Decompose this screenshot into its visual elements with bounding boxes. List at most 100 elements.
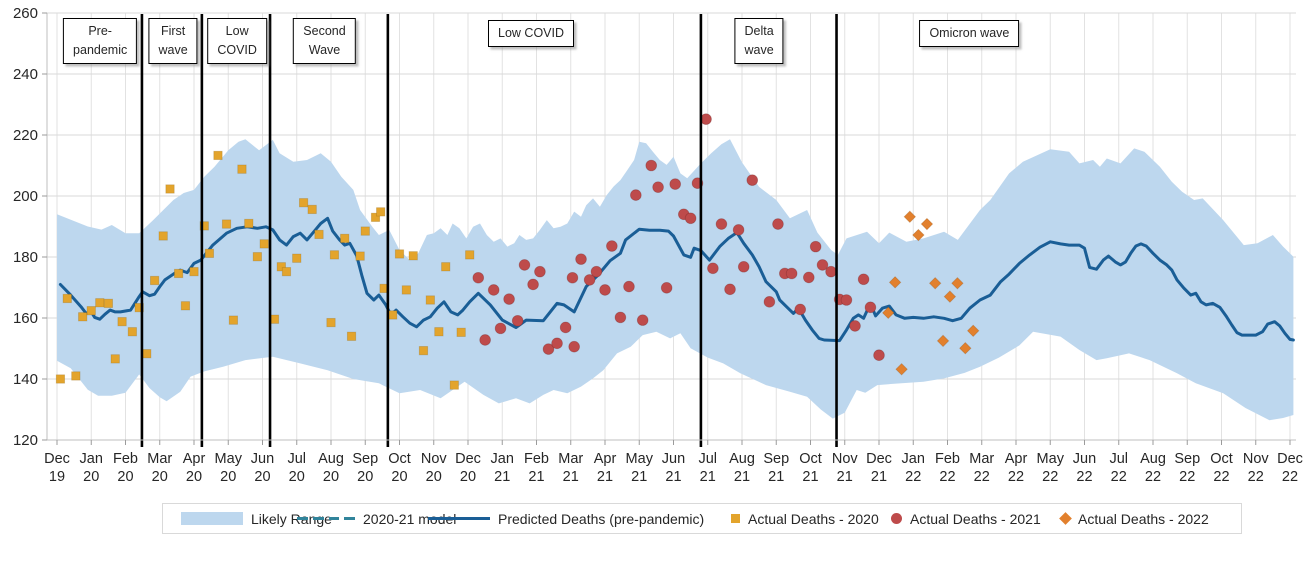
data-point-2020 bbox=[259, 239, 269, 249]
data-point-2022 bbox=[903, 210, 917, 223]
data-point-2021 bbox=[568, 340, 580, 353]
data-point-2022 bbox=[959, 341, 972, 355]
data-point-2020 bbox=[71, 371, 81, 381]
data-point-2020 bbox=[180, 301, 191, 311]
phase-label-pre-pandemic: Pre-pandemic bbox=[63, 18, 138, 64]
y-tick-label: 260 bbox=[13, 5, 38, 22]
data-point-2020 bbox=[213, 150, 223, 161]
y-tick-label: 220 bbox=[13, 127, 38, 144]
data-point-2020 bbox=[465, 250, 475, 260]
legend-label: 2020-21 model bbox=[363, 510, 457, 527]
data-point-2020 bbox=[388, 310, 398, 320]
legend-marker-line-icon bbox=[428, 517, 490, 520]
data-point-2022 bbox=[882, 306, 895, 320]
x-tick-label: Jan 20 bbox=[80, 451, 103, 485]
data-point-2020 bbox=[95, 298, 105, 308]
data-point-2020 bbox=[456, 327, 466, 337]
data-point-2020 bbox=[370, 212, 381, 222]
data-point-2021 bbox=[527, 278, 539, 291]
x-tick-label: Dec 22 bbox=[1277, 451, 1303, 485]
x-tick-label: Dec 21 bbox=[866, 451, 892, 485]
data-point-2021 bbox=[737, 260, 750, 273]
x-tick-label: Oct 22 bbox=[1210, 451, 1233, 485]
legend-item-line: Predicted Deaths (pre-pandemic) bbox=[428, 504, 704, 533]
phase-label-text: Omicron wave bbox=[929, 26, 1010, 40]
y-tick-label: 200 bbox=[13, 188, 38, 205]
data-point-2021 bbox=[503, 293, 515, 305]
data-point-2020 bbox=[326, 317, 336, 328]
data-point-2021 bbox=[809, 240, 822, 253]
data-point-2021 bbox=[684, 212, 697, 225]
phase-label-low-covid: Low COVID bbox=[207, 18, 267, 64]
data-point-2022 bbox=[943, 290, 957, 303]
x-tick-label: Oct 21 bbox=[799, 451, 822, 485]
data-point-2020 bbox=[150, 275, 160, 286]
data-point-2020 bbox=[189, 267, 199, 277]
data-point-2021 bbox=[479, 334, 491, 346]
data-point-2021 bbox=[559, 321, 572, 334]
x-tick-label: Feb 22 bbox=[935, 451, 960, 485]
phase-label-text: Delta bbox=[744, 24, 774, 38]
data-point-2022 bbox=[951, 277, 964, 290]
x-tick-label: Jun 21 bbox=[662, 451, 685, 485]
data-point-2021 bbox=[772, 218, 784, 230]
legend-item-dashed: 2020-21 model bbox=[297, 504, 456, 533]
x-tick-label: Jul 20 bbox=[287, 451, 306, 485]
data-point-2020 bbox=[376, 207, 386, 217]
data-point-2021 bbox=[873, 349, 885, 362]
data-point-2021 bbox=[645, 159, 658, 172]
x-tick-label: Oct 20 bbox=[388, 451, 411, 485]
legend-item-diamond: Actual Deaths - 2022 bbox=[1059, 504, 1209, 533]
data-point-2021 bbox=[542, 343, 555, 355]
data-point-2020 bbox=[127, 327, 137, 337]
data-point-2020 bbox=[228, 315, 238, 325]
data-point-2022 bbox=[895, 363, 908, 376]
x-tick-label: Dec 20 bbox=[455, 451, 481, 485]
data-point-2021 bbox=[825, 265, 837, 278]
data-point-2021 bbox=[630, 189, 642, 201]
x-tick-label: Mar 20 bbox=[147, 451, 172, 485]
y-tick-label: 160 bbox=[13, 310, 38, 327]
data-point-2020 bbox=[221, 219, 232, 229]
x-tick-label: May 21 bbox=[626, 451, 654, 485]
data-point-2021 bbox=[551, 337, 563, 350]
x-tick-label: Aug 20 bbox=[318, 451, 344, 485]
data-point-2020 bbox=[298, 198, 309, 208]
data-point-2020 bbox=[401, 285, 411, 295]
data-point-2020 bbox=[329, 250, 340, 260]
x-tick-label: Apr 22 bbox=[1005, 451, 1028, 485]
data-point-2021 bbox=[864, 301, 877, 314]
data-point-2022 bbox=[936, 334, 950, 348]
x-tick-label: Sep 21 bbox=[763, 451, 789, 485]
data-point-2021 bbox=[599, 284, 611, 296]
phase-label-text: pandemic bbox=[73, 42, 128, 57]
legend-marker-dashed-icon bbox=[297, 517, 355, 520]
data-point-2021 bbox=[487, 284, 500, 296]
data-point-2021 bbox=[794, 303, 807, 316]
x-tick-label: Apr 21 bbox=[594, 451, 617, 485]
data-point-2020 bbox=[78, 312, 88, 322]
data-point-2021 bbox=[583, 274, 596, 286]
data-point-2021 bbox=[534, 265, 546, 278]
x-tick-label: Nov 22 bbox=[1243, 451, 1270, 485]
data-point-2021 bbox=[472, 271, 485, 284]
x-tick-label: Aug 21 bbox=[729, 451, 755, 485]
data-point-2021 bbox=[732, 224, 745, 236]
data-point-2021 bbox=[849, 320, 861, 332]
legend-label: Actual Deaths - 2022 bbox=[1078, 510, 1209, 527]
data-point-2020 bbox=[134, 303, 144, 313]
phase-label-second-wave: Second Wave bbox=[293, 18, 356, 64]
data-point-2020 bbox=[355, 251, 365, 261]
phase-label-delta-wave: Delta wave bbox=[734, 18, 784, 64]
x-tick-label: May 20 bbox=[215, 451, 243, 485]
data-point-2020 bbox=[165, 184, 175, 194]
footnotes: 2020-2022 actuals include allowance for … bbox=[5, 540, 573, 582]
data-point-2020 bbox=[237, 164, 247, 174]
data-point-2021 bbox=[840, 294, 853, 306]
x-tick-label: Sep 20 bbox=[352, 451, 378, 485]
data-point-2020 bbox=[158, 231, 168, 241]
y-tick-label: 120 bbox=[13, 432, 38, 449]
data-point-2021 bbox=[746, 174, 759, 186]
